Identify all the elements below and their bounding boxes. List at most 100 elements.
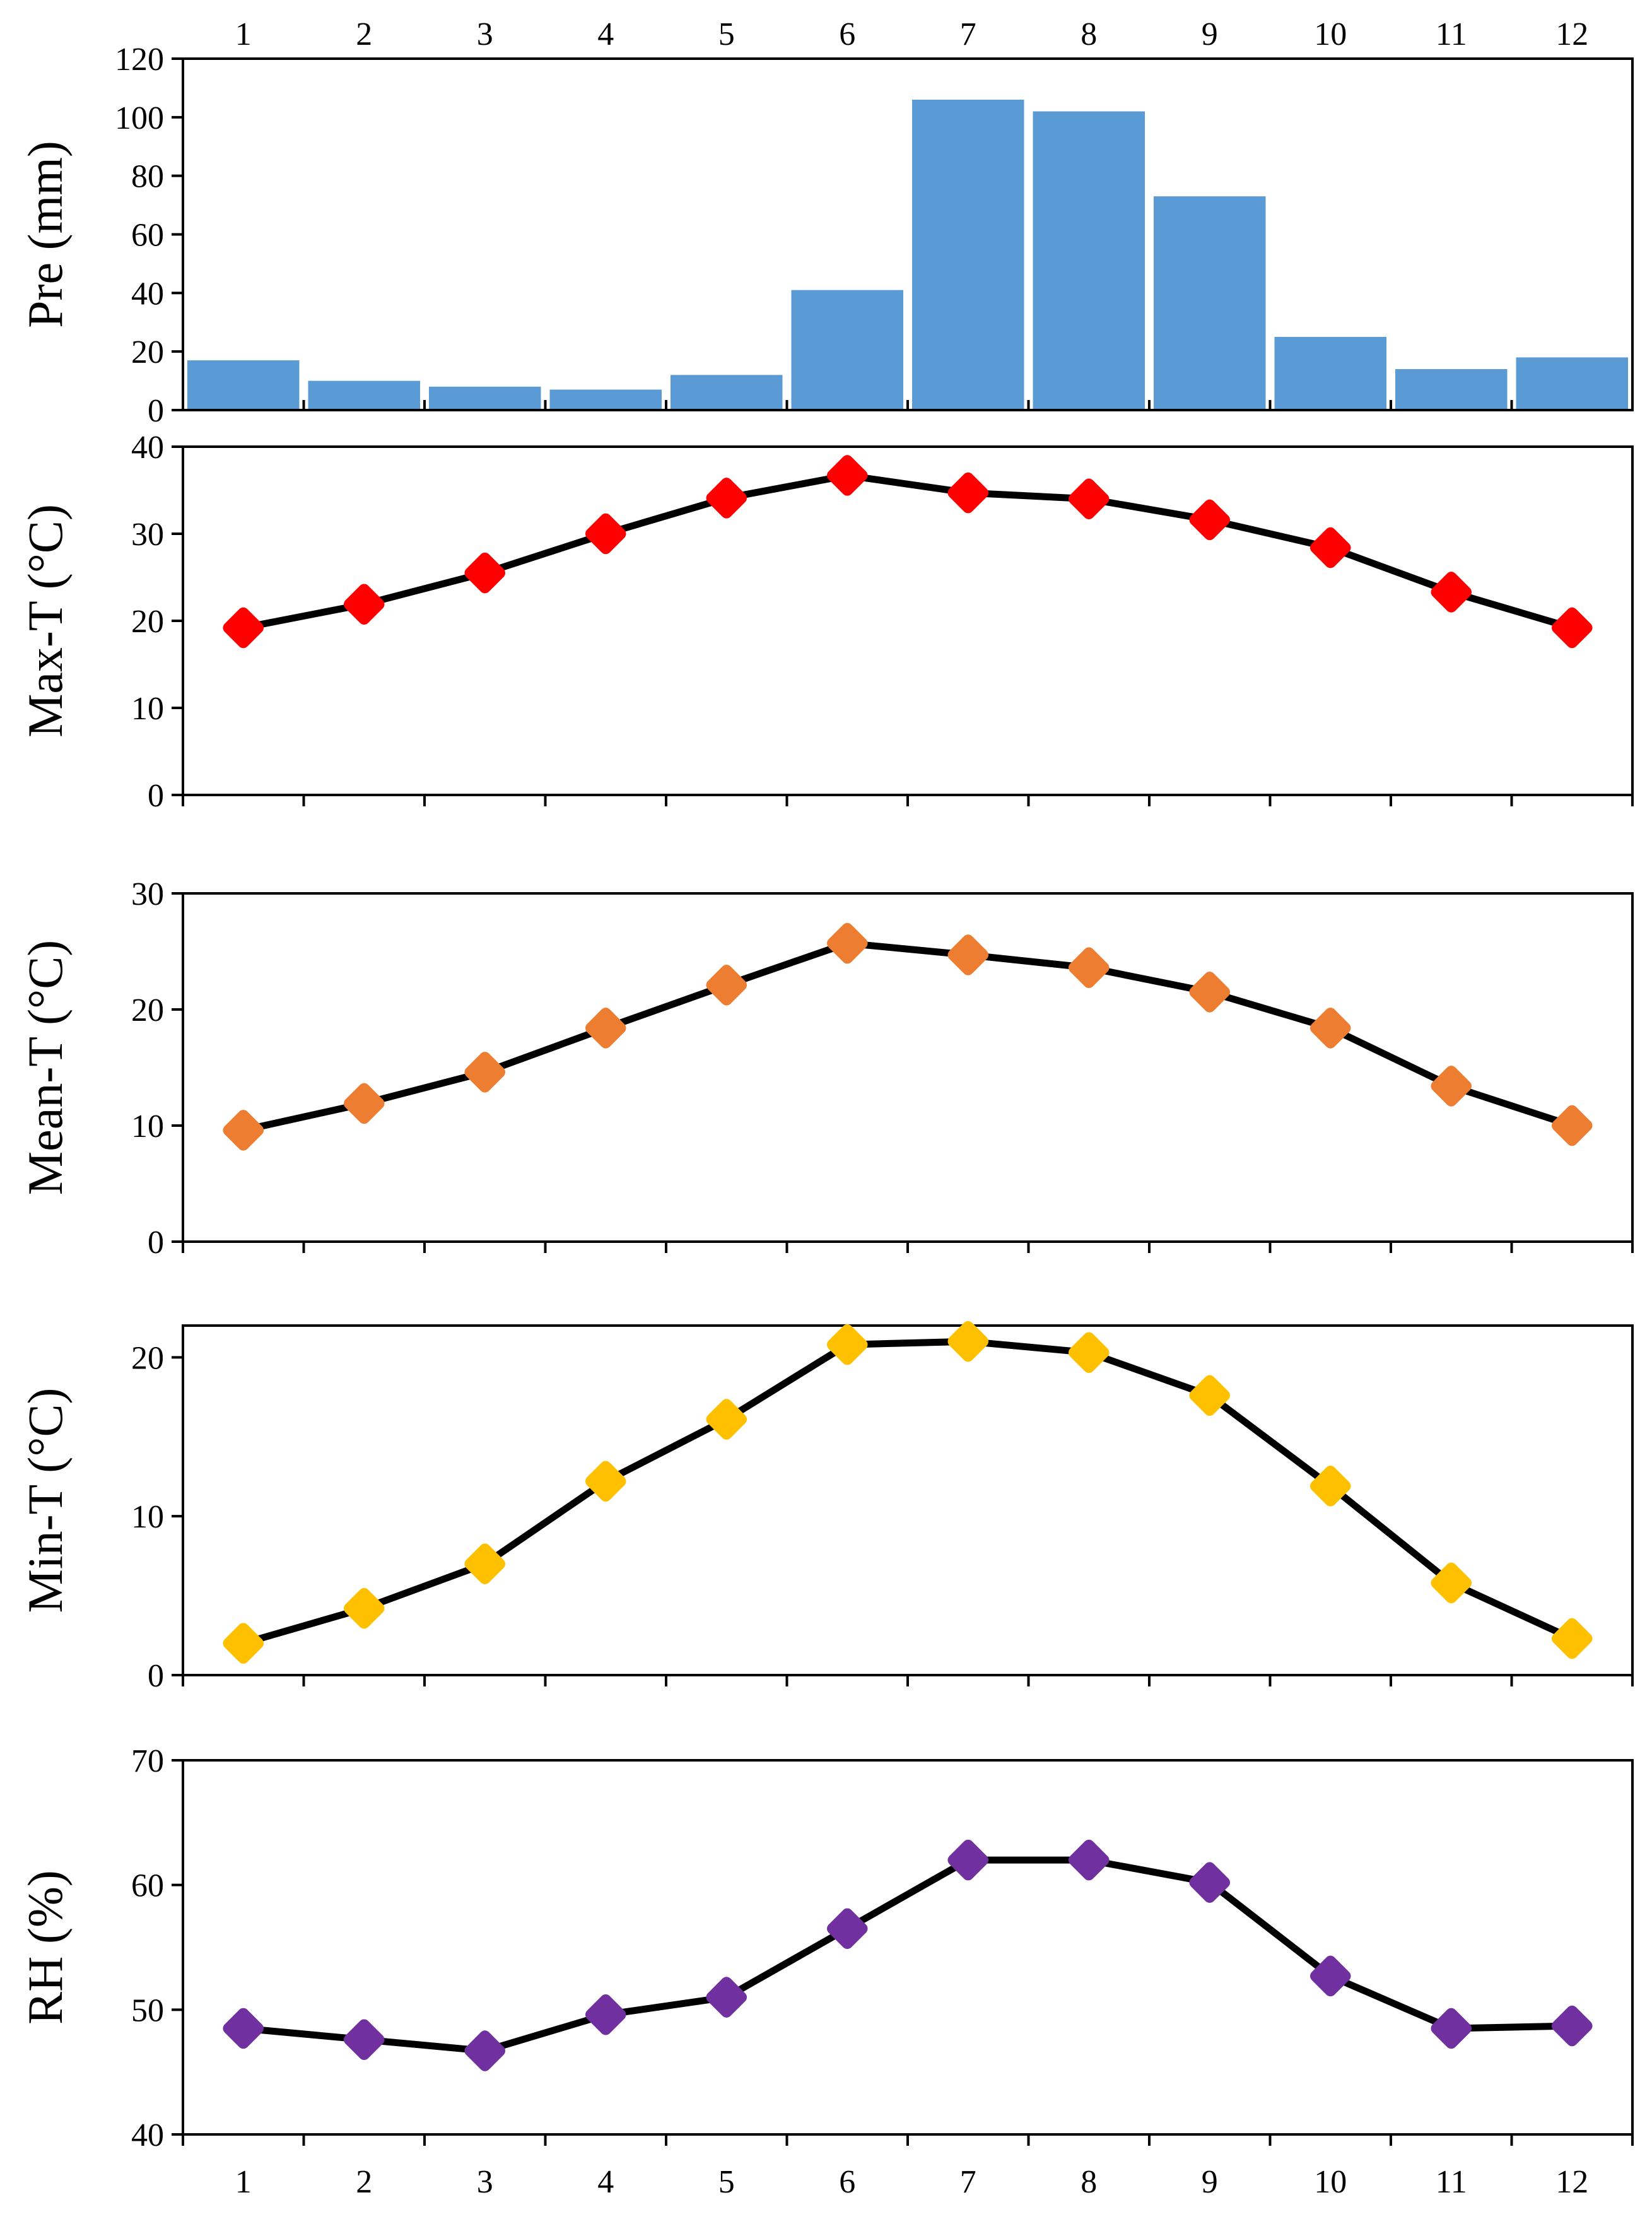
marker-min-t-5 — [706, 1399, 747, 1440]
y-tick-label-pre-0: 0 — [148, 393, 164, 429]
plot-frame-max-t — [182, 445, 1634, 796]
marker-rh-9 — [1189, 1862, 1231, 1903]
y-tick-label-pre-100: 100 — [115, 100, 164, 136]
plot-frame-pre — [182, 57, 1634, 411]
marker-mean-t-4 — [585, 1008, 626, 1049]
marker-mean-t-7 — [947, 934, 989, 975]
marker-max-t-7 — [947, 472, 989, 514]
bar-pre-5 — [671, 375, 783, 410]
marker-mean-t-3 — [464, 1052, 506, 1093]
y-tick-label-mean-t-0: 0 — [148, 1225, 164, 1261]
marker-rh-6 — [826, 1908, 868, 1950]
marker-mean-t-5 — [706, 965, 747, 1006]
marker-mean-t-6 — [826, 922, 868, 964]
y-tick-label-pre-40: 40 — [131, 276, 164, 312]
bar-pre-11 — [1395, 369, 1508, 410]
marker-rh-11 — [1431, 2008, 1472, 2049]
bar-pre-7 — [912, 99, 1024, 410]
marker-min-t-3 — [464, 1543, 506, 1584]
panel-min-t: 0 10 20 Min-T (°C) — [18, 1321, 1634, 1694]
bar-pre-2 — [308, 380, 420, 410]
x-tick-label-bottom-3: 3 — [477, 2164, 493, 2200]
marker-max-t-12 — [1551, 607, 1593, 649]
marker-max-t-1 — [223, 607, 264, 649]
x-tick-label-top-4: 4 — [597, 16, 614, 52]
y-tick-label-mean-t-30: 30 — [131, 876, 164, 912]
marker-max-t-10 — [1309, 527, 1351, 568]
y-tick-label-min-t-10: 10 — [131, 1499, 164, 1535]
marker-max-t-3 — [464, 552, 506, 594]
bar-pre-3 — [429, 386, 541, 410]
y-tick-label-pre-80: 80 — [131, 159, 164, 195]
series-line-mean-t — [240, 939, 1576, 1134]
marker-rh-3 — [464, 2030, 506, 2071]
series-line-min-t — [240, 1338, 1576, 1647]
x-tick-label-bottom-12: 12 — [1555, 2164, 1588, 2200]
marker-max-t-11 — [1431, 572, 1472, 613]
bar-pre-4 — [549, 389, 662, 410]
x-tick-label-top-5: 5 — [718, 16, 735, 52]
marker-rh-4 — [585, 1994, 626, 2035]
y-axis-title-mean-t: Mean-T (°C) — [18, 940, 73, 1195]
marker-min-t-2 — [343, 1587, 385, 1629]
y-tick-label-max-t-40: 40 — [131, 430, 164, 466]
x-tick-label-bottom-6: 6 — [839, 2164, 855, 2200]
marker-rh-1 — [223, 2008, 264, 2049]
x-tick-label-bottom-10: 10 — [1314, 2164, 1347, 2200]
y-tick-label-min-t-20: 20 — [131, 1340, 164, 1376]
marker-max-t-6 — [826, 455, 868, 496]
y-axis-title-rh: RH (%) — [18, 1870, 73, 2025]
x-tick-label-top-1: 1 — [235, 16, 252, 52]
marker-max-t-9 — [1189, 499, 1231, 541]
marker-min-t-11 — [1431, 1562, 1472, 1604]
x-tick-label-bottom-8: 8 — [1081, 2164, 1097, 2200]
marker-rh-5 — [706, 1977, 747, 2018]
y-tick-label-min-t-0: 0 — [148, 1658, 164, 1694]
marker-min-t-6 — [826, 1324, 868, 1365]
y-tick-label-max-t-0: 0 — [148, 778, 164, 814]
x-tick-label-bottom-11: 11 — [1436, 2164, 1467, 2200]
marker-max-t-8 — [1068, 478, 1110, 520]
y-tick-label-max-t-10: 10 — [131, 691, 164, 727]
x-tick-label-bottom-7: 7 — [960, 2164, 976, 2200]
y-tick-label-mean-t-20: 20 — [131, 992, 164, 1028]
x-tick-label-top-6: 6 — [839, 16, 855, 52]
marker-max-t-2 — [343, 584, 385, 625]
bar-pre-1 — [187, 360, 300, 410]
y-axis-title-min-t: Min-T (°C) — [18, 1388, 73, 1613]
marker-mean-t-8 — [1068, 947, 1110, 989]
x-tick-label-bottom-5: 5 — [718, 2164, 735, 2200]
marker-min-t-12 — [1551, 1618, 1593, 1659]
marker-min-t-9 — [1189, 1375, 1231, 1416]
series-line-rh — [240, 1856, 1576, 2055]
marker-rh-10 — [1309, 1955, 1351, 1997]
y-tick-label-max-t-30: 30 — [131, 517, 164, 553]
marker-mean-t-9 — [1189, 972, 1231, 1013]
x-tick-label-top-11: 11 — [1436, 16, 1467, 52]
panel-mean-t: 0 10 20 30 Mean-T (°C) — [18, 876, 1634, 1261]
marker-mean-t-10 — [1309, 1008, 1351, 1049]
y-tick-label-rh-50: 50 — [131, 1992, 164, 2028]
y-tick-label-rh-70: 70 — [131, 1743, 164, 1779]
x-tick-label-top-9: 9 — [1202, 16, 1218, 52]
bar-pre-12 — [1516, 357, 1628, 410]
x-tick-label-top-2: 2 — [356, 16, 372, 52]
y-axis-title-pre: Pre (mm) — [18, 141, 73, 328]
y-tick-label-max-t-20: 20 — [131, 604, 164, 640]
x-tick-label-bottom-2: 2 — [356, 2164, 372, 2200]
marker-max-t-5 — [706, 478, 747, 519]
marker-min-t-4 — [585, 1461, 626, 1502]
marker-mean-t-1 — [223, 1110, 264, 1151]
y-tick-label-rh-40: 40 — [131, 2117, 164, 2153]
series-line-max-t — [240, 472, 1576, 632]
y-tick-label-pre-120: 120 — [115, 42, 164, 78]
y-tick-label-mean-t-10: 10 — [131, 1109, 164, 1144]
x-tick-label-top-8: 8 — [1081, 16, 1097, 52]
marker-min-t-10 — [1309, 1466, 1351, 1507]
x-tick-label-bottom-4: 4 — [597, 2164, 614, 2200]
x-tick-label-bottom-9: 9 — [1202, 2164, 1218, 2200]
plot-frame-rh — [182, 1759, 1634, 2136]
marker-min-t-7 — [947, 1321, 989, 1362]
